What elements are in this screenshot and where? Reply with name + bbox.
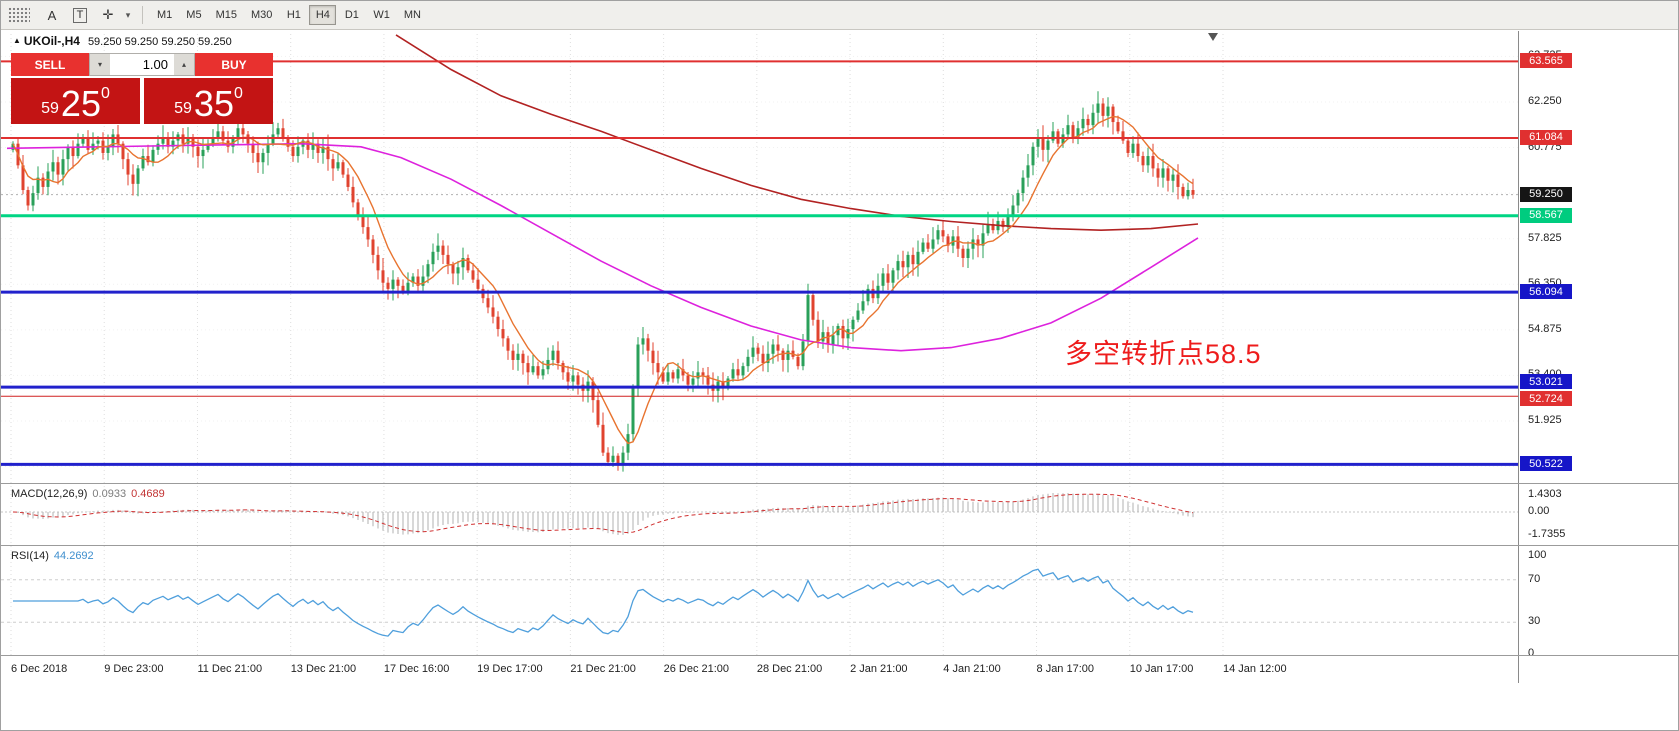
rsi-label: RSI(14) 44.2692 <box>11 550 99 562</box>
time-axis-label: 6 Dec 2018 <box>11 663 68 675</box>
rsi-value: 44.2692 <box>53 550 94 562</box>
time-axis-label: 13 Dec 21:00 <box>290 663 357 675</box>
time-axis-label: 8 Jan 17:00 <box>1036 663 1095 675</box>
macd-label: MACD(12,26,9) 0.0933 0.4689 <box>11 488 170 500</box>
time-axis-label: 4 Jan 21:00 <box>943 663 1001 675</box>
macd-axis-label: 1.4303 <box>1528 488 1562 500</box>
tf-button-w1[interactable]: W1 <box>373 9 390 21</box>
macd-value-main: 0.0933 <box>92 488 127 500</box>
time-axis-label: 26 Dec 21:00 <box>663 663 730 675</box>
rsi-axis-label: 70 <box>1528 572 1541 585</box>
crosshair-icon[interactable]: ✛ <box>102 7 114 22</box>
tf-button-m5[interactable]: M5 <box>186 9 202 21</box>
volume-control: ▾ ▴ <box>89 53 195 76</box>
macd-name: MACD(12,26,9) <box>11 488 88 500</box>
time-axis-label: 2 Jan 21:00 <box>850 663 908 675</box>
price-gridline-label: 54.875 <box>1528 322 1562 335</box>
volume-decrease-button[interactable]: ▾ <box>90 54 110 75</box>
sell-price-head: 59 <box>41 100 59 117</box>
price-badge: 59.250 <box>1520 186 1572 202</box>
chart-title: ▲ UKOil-,H4 59.250 59.250 59.250 59.250 <box>13 34 232 48</box>
panel-separator[interactable] <box>1 545 1678 546</box>
time-axis-label: 9 Dec 23:00 <box>104 663 164 675</box>
price-badge: 61.084 <box>1520 129 1572 145</box>
rsi-axis-label: 100 <box>1528 549 1547 561</box>
volume-input[interactable] <box>110 54 174 75</box>
time-axis-label: 10 Jan 17:00 <box>1129 663 1194 675</box>
title-marker-icon: ▲ <box>13 36 21 45</box>
panel-separator[interactable] <box>1 655 1678 656</box>
time-axis-label: 11 Dec 21:00 <box>197 663 263 675</box>
sell-price-display[interactable]: 59 25 0 <box>11 78 140 124</box>
chart-annotation: 多空转折点58.5 <box>1065 339 1262 369</box>
macd-axis-label: -1.7355 <box>1528 528 1566 541</box>
trade-panel-prices: 59 25 0 59 35 0 <box>11 78 273 124</box>
rsi-name: RSI(14) <box>11 550 49 562</box>
text-tool-icon[interactable]: T <box>67 4 93 26</box>
buy-price-big: 35 <box>193 83 234 125</box>
tf-button-m1[interactable]: M1 <box>157 9 173 21</box>
macd-axis-label: 0.00 <box>1528 505 1550 517</box>
price-badge: 56.094 <box>1520 284 1572 300</box>
chevron-down-icon[interactable]: ▾ <box>125 9 131 20</box>
time-axis-label: 28 Dec 21:00 <box>756 663 823 675</box>
tf-button-mn[interactable]: MN <box>403 9 421 21</box>
rsi-axis-label: 0 <box>1528 647 1535 659</box>
sell-button[interactable]: SELL <box>11 53 89 76</box>
price-chart[interactable] <box>1 31 1518 657</box>
price-gridline-label: 57.825 <box>1528 231 1562 244</box>
rsi-axis-label: 30 <box>1528 615 1541 628</box>
macd-value-signal: 0.4689 <box>131 488 165 500</box>
price-axis[interactable]: 63.72562.25060.77559.30057.82556.35054.8… <box>1518 31 1678 683</box>
tf-button-h4[interactable]: H4 <box>309 5 337 25</box>
buy-button[interactable]: BUY <box>195 53 273 76</box>
price-gridline-label: 62.250 <box>1528 94 1562 107</box>
price-badge: 63.565 <box>1520 53 1572 69</box>
time-axis[interactable]: 6 Dec 2018 9 Dec 23:00 11 Dec 21:00 13 Dec … <box>1 657 1518 683</box>
sell-price-pip: 0 <box>100 85 110 102</box>
sell-price-big: 25 <box>60 83 101 125</box>
panel-separator[interactable] <box>1 483 1678 484</box>
tf-button-d1[interactable]: D1 <box>344 9 359 21</box>
time-axis-label: 17 Dec 16:00 <box>383 663 450 675</box>
buy-price-head: 59 <box>174 100 192 117</box>
price-badge: 50.522 <box>1520 456 1572 472</box>
symbol-label: UKOil-,H4 <box>23 34 80 48</box>
buy-price-pip: 0 <box>233 85 243 102</box>
time-axis-label: 14 Jan 12:00 <box>1222 663 1287 675</box>
tf-button-m30[interactable]: M30 <box>250 9 273 21</box>
text-tool-glyph: T <box>72 7 88 23</box>
font-tool-icon[interactable]: A <box>47 7 57 23</box>
price-badge: 58.567 <box>1520 207 1572 223</box>
timeframe-buttons: M1 M5 M15 M30 H1 H4 D1 W1 MN <box>151 5 427 25</box>
time-axis-label: 19 Dec 17:00 <box>477 663 543 675</box>
tf-button-m15[interactable]: M15 <box>215 9 237 21</box>
toolbar-separator <box>142 6 143 24</box>
volume-increase-button[interactable]: ▴ <box>174 54 194 75</box>
toolbar: A T ✛ ▾ M1 M5 M15 M30 H1 H4 D1 W1 MN <box>1 1 1678 30</box>
time-axis-label: 21 Dec 21:00 <box>570 663 636 675</box>
price-badge: 53.021 <box>1520 374 1572 390</box>
buy-price-display[interactable]: 59 35 0 <box>144 78 273 124</box>
tf-button-h1[interactable]: H1 <box>286 9 301 21</box>
price-gridline-label: 51.925 <box>1528 413 1562 426</box>
price-badge: 52.724 <box>1520 391 1572 407</box>
chart-shift-marker-icon[interactable] <box>1208 33 1218 41</box>
drag-handle-grid-icon[interactable] <box>8 7 30 23</box>
ohlc-quotes: 59.250 59.250 59.250 59.250 <box>87 36 232 48</box>
trade-panel-controls: SELL ▾ ▴ BUY <box>11 53 273 76</box>
